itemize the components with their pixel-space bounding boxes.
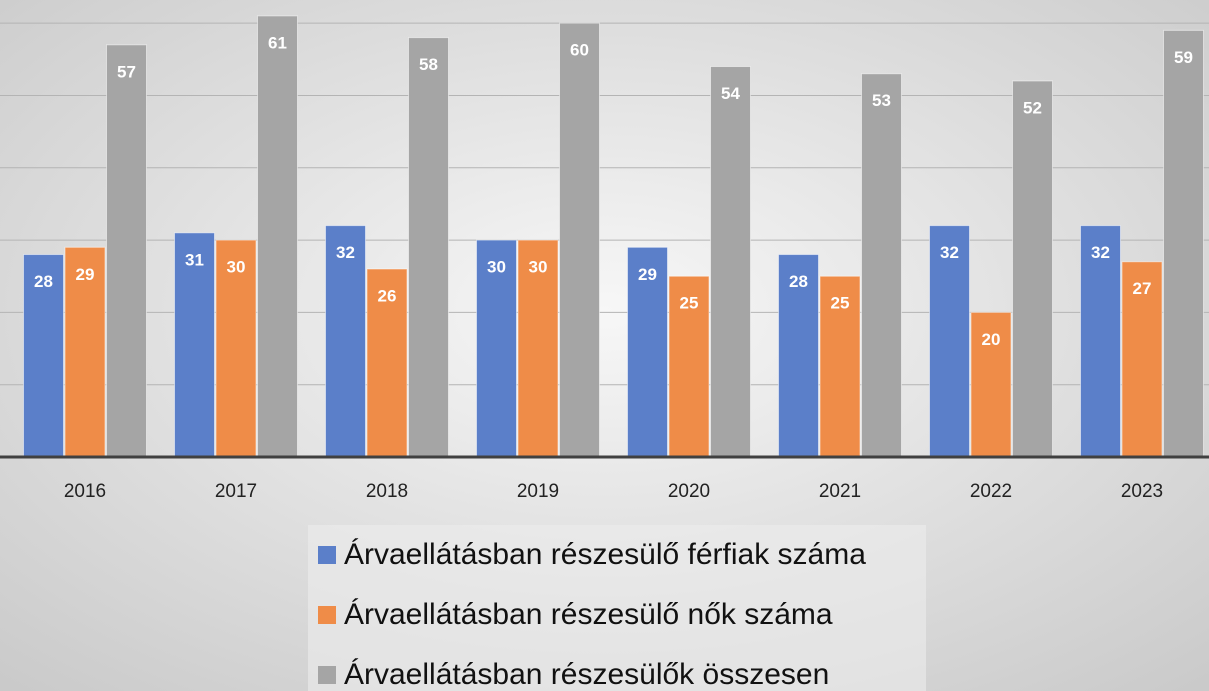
data-label: 25 — [831, 294, 850, 313]
data-label: 60 — [570, 41, 589, 60]
data-label: 53 — [872, 91, 891, 110]
x-tick-label: 2017 — [215, 481, 257, 502]
bar — [325, 225, 366, 458]
data-label: 28 — [34, 272, 53, 291]
legend-swatch — [318, 546, 336, 564]
bar — [106, 44, 147, 458]
bar — [408, 37, 449, 458]
bar — [710, 66, 751, 458]
x-tick-label: 2022 — [970, 481, 1012, 502]
legend-swatch — [318, 666, 336, 684]
data-label: 28 — [789, 272, 808, 291]
bar — [970, 311, 1012, 458]
bar — [1121, 261, 1163, 458]
bar — [174, 232, 215, 458]
bar — [819, 275, 861, 458]
x-tick-label: 2019 — [517, 481, 559, 502]
x-tick-label: 2020 — [668, 481, 710, 502]
data-label: 57 — [117, 62, 136, 81]
data-label: 30 — [487, 258, 506, 277]
x-tick-label: 2018 — [366, 481, 408, 502]
data-label: 58 — [419, 55, 438, 74]
bar — [778, 254, 819, 458]
bar — [1012, 80, 1053, 458]
data-label: 26 — [378, 286, 397, 305]
legend-label: Árvaellátásban részesülő férfiak száma — [344, 538, 866, 571]
data-label: 20 — [982, 330, 1001, 349]
legend-swatch — [318, 606, 336, 624]
data-label: 32 — [336, 243, 355, 262]
data-label: 29 — [638, 265, 657, 284]
data-label: 61 — [268, 33, 287, 52]
data-label: 52 — [1023, 98, 1042, 117]
data-label: 54 — [721, 84, 740, 103]
bar — [1080, 225, 1121, 458]
data-label: 32 — [1091, 243, 1110, 262]
data-label: 30 — [529, 258, 548, 277]
data-label: 31 — [185, 250, 204, 269]
bar — [23, 254, 64, 458]
bar — [929, 225, 970, 458]
bar — [257, 15, 298, 458]
x-tick-label: 2023 — [1121, 481, 1163, 502]
bar — [559, 22, 600, 458]
data-label: 25 — [680, 294, 699, 313]
data-label: 27 — [1133, 279, 1152, 298]
legend-label: Árvaellátásban részesülő nők száma — [344, 598, 833, 631]
data-label: 32 — [940, 243, 959, 262]
bar — [627, 246, 668, 458]
data-label: 30 — [227, 258, 246, 277]
legend-label: Árvaellátásban részesülők összesen — [344, 658, 829, 691]
bar — [1163, 29, 1204, 458]
bar — [517, 239, 559, 458]
bar — [476, 239, 517, 458]
x-tick-label: 2016 — [64, 481, 106, 502]
bar — [861, 73, 902, 458]
x-tick-label: 2021 — [819, 481, 861, 502]
data-label: 29 — [76, 265, 95, 284]
legend-box — [308, 525, 926, 691]
data-label: 59 — [1174, 48, 1193, 67]
